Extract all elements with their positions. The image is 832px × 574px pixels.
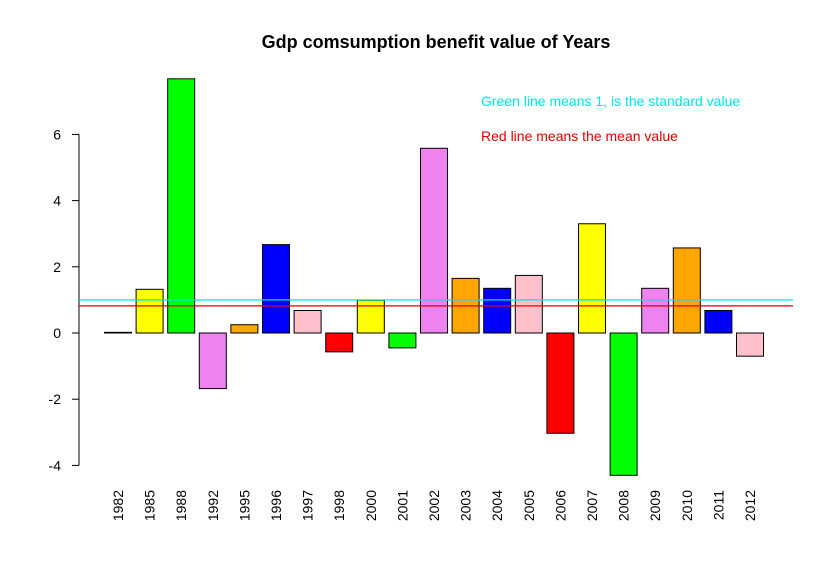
y-tick-label: 4 <box>53 193 61 209</box>
x-tick-label: 2009 <box>647 490 663 521</box>
y-tick-label: 2 <box>53 259 61 275</box>
bar-1996 <box>262 244 290 334</box>
x-tick-label: 1982 <box>110 490 126 521</box>
x-tick-label: 1997 <box>300 490 316 521</box>
x-tick-label: 2001 <box>394 490 410 521</box>
bar-2007 <box>578 223 606 334</box>
x-tick-label: 2010 <box>679 490 695 521</box>
y-axis: -4 -2 0 2 4 6 <box>49 126 80 473</box>
reference-lines <box>79 299 793 307</box>
x-axis-labels: 1982 1985 1988 1992 1995 1996 1997 1998 2000 2001… <box>110 490 758 521</box>
bar-1982 <box>104 331 132 334</box>
x-tick-label: 2003 <box>458 490 474 521</box>
bar-1998 <box>325 332 354 353</box>
x-tick-label: 2005 <box>521 490 537 521</box>
y-tick-label: 0 <box>53 325 61 341</box>
bar-2004 <box>483 287 512 334</box>
bar-2002 <box>420 147 448 334</box>
x-tick-label: 1992 <box>205 490 221 521</box>
bar-2000 <box>356 299 385 334</box>
x-tick-label: 2006 <box>552 490 568 521</box>
x-tick-label: 2008 <box>616 490 632 521</box>
bar-2005 <box>514 274 543 334</box>
chart-title: Gdp comsumption benefit value of Years <box>262 32 611 52</box>
bar-2006 <box>546 332 575 434</box>
y-tick-label: -2 <box>49 391 62 407</box>
x-tick-label: 1995 <box>236 490 252 521</box>
bar-1988 <box>167 78 196 334</box>
bar-1992 <box>198 332 227 390</box>
bar-2011 <box>704 309 733 334</box>
x-tick-label: 2011 <box>710 490 726 520</box>
x-tick-label: 1998 <box>331 490 347 521</box>
x-tick-label: 1985 <box>142 490 158 521</box>
bar-2008 <box>609 332 638 476</box>
x-tick-label: 2012 <box>742 490 758 521</box>
bar-1997 <box>293 309 322 334</box>
bar-1985 <box>135 288 164 334</box>
x-tick-label: 2007 <box>584 490 600 521</box>
bar-2010 <box>672 247 701 334</box>
bar-2012 <box>736 332 764 357</box>
x-tick-label: 1996 <box>268 490 284 521</box>
bar-1995 <box>230 324 259 334</box>
x-tick-label: 2002 <box>426 490 442 521</box>
annotation-standard: Green line means 1, is the standard valu… <box>481 93 740 109</box>
x-tick-label: 2000 <box>363 490 379 521</box>
y-tick-label: -4 <box>49 457 62 473</box>
x-tick-label: 2004 <box>489 490 505 521</box>
bar-2009 <box>641 287 670 334</box>
x-tick-label: 1988 <box>173 490 189 521</box>
annotation-mean: Red line means the mean value <box>481 128 678 144</box>
y-tick-label: 6 <box>53 126 61 142</box>
bar-2001 <box>388 332 417 349</box>
